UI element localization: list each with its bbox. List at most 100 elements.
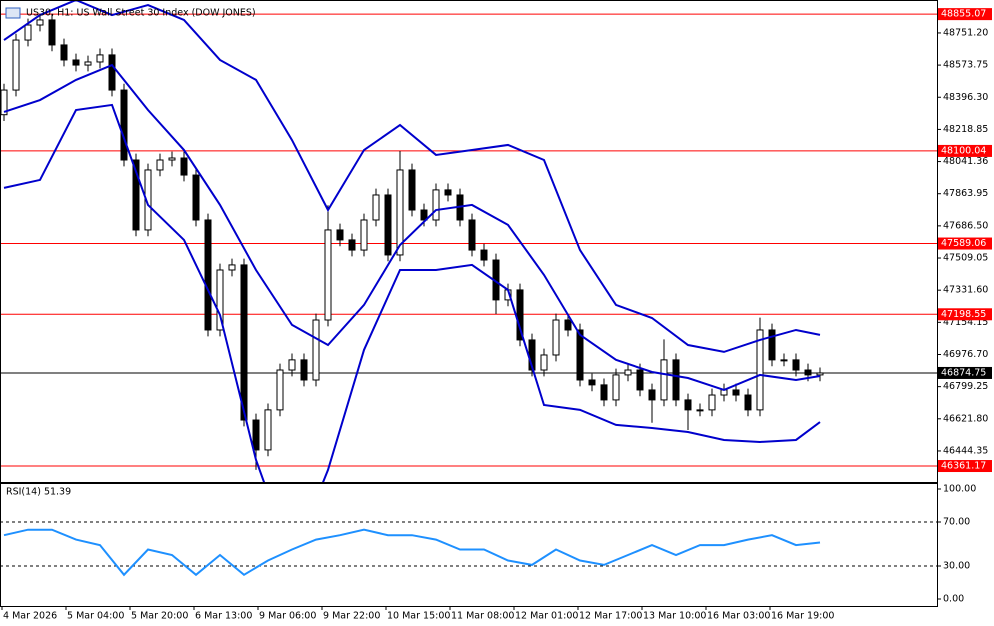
level-label: 47198.55 (941, 309, 986, 320)
candle-body (360, 219, 368, 251)
candle-body (396, 169, 404, 256)
candle-body (516, 289, 524, 341)
candle-body (612, 374, 620, 401)
y-tick-label: 46799.25 (943, 381, 988, 392)
candle-body (624, 369, 632, 376)
candle-body (384, 194, 392, 256)
x-tick-label: 16 Mar 19:00 (771, 611, 834, 622)
candle-body (696, 409, 704, 412)
candle-body (1, 89, 8, 116)
y-tick-label: 48573.75 (943, 60, 988, 71)
candle-body (480, 249, 488, 261)
candle-body (708, 394, 716, 411)
candle-body (732, 389, 740, 396)
x-tick-label: 9 Mar 22:00 (323, 611, 380, 622)
chart-title: US30, H1: US Wall Street 30 Index (DOW J… (26, 8, 256, 19)
x-tick-label: 12 Mar 17:00 (579, 611, 642, 622)
level-label-box (938, 237, 992, 250)
candle-body (792, 359, 800, 371)
y-tick-label: 48218.85 (943, 124, 988, 135)
candle-body (576, 329, 584, 381)
y-tick-label: 0.00 (943, 594, 964, 605)
candle-body (756, 329, 764, 411)
x-tick-label: 4 Mar 2026 (3, 611, 57, 622)
candle-body (600, 384, 608, 401)
level-label-box (938, 460, 992, 473)
candle-body (288, 359, 296, 371)
rsi-pane (0, 483, 938, 607)
candle-body (84, 61, 92, 66)
y-tick-label: 70.00 (943, 517, 970, 528)
candle-body (636, 369, 644, 391)
candle-body (264, 409, 272, 451)
rsi-plot (1, 521, 937, 577)
level-label: 46361.17 (941, 461, 986, 472)
y-tick-label: 47331.60 (943, 285, 988, 296)
candle-body (660, 359, 668, 401)
candle-body (552, 319, 560, 356)
y-tick-label: 48041.36 (943, 156, 988, 167)
rsi-line (3, 528, 821, 577)
candle-body (324, 229, 332, 321)
candle-body (432, 189, 440, 221)
y-tick-label: 100.00 (943, 484, 976, 495)
y-tick-label: 48396.30 (943, 92, 988, 103)
level-label: 48855.07 (941, 9, 986, 20)
x-tick-label: 10 Mar 15:00 (387, 611, 450, 622)
band-middle (3, 63, 821, 392)
candle-body (540, 354, 548, 371)
candle-body (276, 369, 284, 411)
main-plot (1, 1, 937, 482)
y-tick-label: 47154.15 (943, 317, 988, 328)
band-lower (3, 103, 821, 482)
last-price-label: 46874.75 (941, 367, 986, 378)
candle-body (156, 159, 164, 171)
y-tick-label: 47509.05 (943, 253, 988, 264)
candle-body (804, 369, 812, 376)
level-label-box (938, 308, 992, 321)
candle-body (780, 359, 788, 362)
candle-body (204, 219, 212, 331)
band-upper (3, 1, 821, 353)
x-tick-label: 9 Mar 06:00 (259, 611, 316, 622)
level-label: 48100.04 (941, 145, 986, 156)
x-tick-label: 16 Mar 03:00 (707, 611, 770, 622)
candle-body (132, 159, 140, 231)
candle-body (672, 359, 680, 401)
last-price-box (938, 366, 992, 379)
level-label-box (938, 144, 992, 157)
y-tick-label: 30.00 (943, 561, 970, 572)
y-tick-label: 46976.70 (943, 349, 988, 360)
x-tick-label: 5 Mar 20:00 (131, 611, 188, 622)
candle-body (12, 39, 20, 91)
candle-body (180, 157, 188, 176)
candle-body (300, 359, 308, 381)
candle-body (120, 89, 128, 161)
x-tick-label: 6 Mar 13:00 (195, 611, 252, 622)
x-tick-label: 12 Mar 01:00 (515, 611, 578, 622)
candle-body (444, 189, 452, 196)
candle-body (564, 319, 572, 331)
y-tick-label: 47863.95 (943, 188, 988, 199)
candle-body (348, 239, 356, 251)
y-tick-label: 47686.50 (943, 220, 988, 231)
candle-body (312, 319, 320, 381)
candle-body (108, 54, 116, 91)
candle-body (144, 169, 152, 231)
level-label: 47589.06 (941, 238, 986, 249)
candle-body (96, 54, 104, 63)
candle-body (420, 209, 428, 221)
candle-body (408, 169, 416, 211)
candle-body (36, 19, 44, 26)
candle-body (336, 229, 344, 241)
candle-body (648, 389, 656, 401)
candle-body (240, 264, 248, 421)
level-label-box (938, 8, 992, 21)
candle-body (816, 372, 824, 376)
x-tick-label: 13 Mar 10:00 (643, 611, 706, 622)
candle-body (168, 157, 176, 161)
candle-body (24, 24, 32, 41)
y-tick-label: 46621.80 (943, 413, 988, 424)
candle-body (252, 419, 260, 451)
